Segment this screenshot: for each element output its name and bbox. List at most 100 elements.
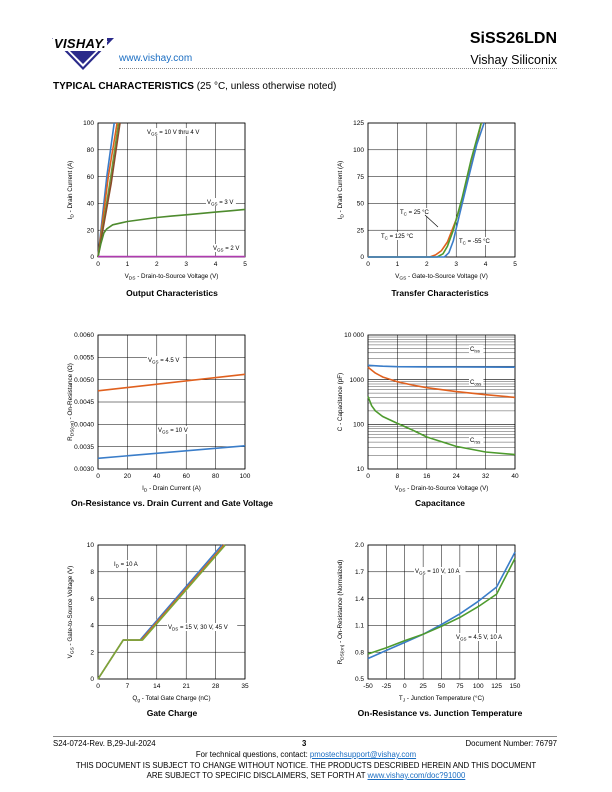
- y-tick-label: 0: [90, 676, 94, 683]
- x-tick-label: 0: [403, 683, 407, 690]
- y-tick-label: 25: [357, 227, 365, 234]
- y-tick-label: 0: [360, 254, 364, 261]
- annotation-bg: [212, 244, 242, 252]
- y-axis-label: RDS(on) - On-Resistance (Normalized): [337, 560, 346, 665]
- tech-contact: For technical questions, contact: pmoste…: [0, 750, 612, 759]
- y-tick-label: 10: [87, 542, 95, 549]
- grid: [97, 122, 246, 258]
- x-tick-label: 20: [124, 473, 132, 480]
- annotation: VGS = 4.5 V: [148, 358, 179, 365]
- x-axis-label: TJ - Junction Temperature (°C): [399, 694, 484, 704]
- annotation: TC = -55 °C: [459, 239, 490, 246]
- disclaimer-text: ARE SUBJECT TO SPECIFIC DISCLAIMERS, SET…: [146, 771, 366, 780]
- section-note: (25 °C, unless otherwise noted): [196, 81, 337, 92]
- x-tick-label: 2: [425, 261, 429, 268]
- capacitance-chart: 0 8 16 24 32 40 10 100 1000 10 000 VDS - Drain-to-…: [337, 332, 519, 494]
- y-tick-label: 10: [357, 466, 365, 473]
- x-tick-label: -50: [363, 683, 373, 690]
- plot-frame: [97, 334, 246, 470]
- annotation: VGS = 3 V: [207, 200, 233, 207]
- annotation-bg: [146, 128, 207, 136]
- x-tick-label: 60: [183, 473, 191, 480]
- disclaimer-link[interactable]: www.vishay.com/doc?91000: [367, 771, 466, 780]
- section-title: TYPICAL CHARACTERISTICS (25 °C, unless o…: [53, 81, 336, 92]
- y-tick-label: 0: [90, 254, 94, 261]
- x-tick-label: 2: [155, 261, 159, 268]
- x-tick-label: 4: [484, 261, 488, 268]
- y-tick-label: 2: [90, 649, 94, 656]
- x-tick-label: 3: [454, 261, 458, 268]
- x-tick-label: 125: [491, 683, 502, 690]
- chart-caption: On-Resistance vs. Drain Current and Gate…: [70, 498, 273, 508]
- series-line: [367, 558, 516, 655]
- annotation: VGS = 10 V, 10 A: [415, 569, 460, 576]
- x-tick-label: 0: [96, 683, 100, 690]
- x-axis-label: VDS - Drain-to-Source Voltage (V): [125, 273, 219, 282]
- y-tick-label: 80: [87, 147, 95, 154]
- support-email-link[interactable]: pmostechsupport@vishay.com: [309, 750, 417, 759]
- annotation: VGS = 10 V: [158, 428, 188, 435]
- x-tick-label: 1: [396, 261, 400, 268]
- x-tick-label: 3: [184, 261, 188, 268]
- series-line: [367, 366, 516, 399]
- y-tick-label: 0.5: [355, 676, 364, 683]
- logo-text: VISHAY.: [53, 36, 107, 51]
- y-tick-label: 20: [87, 227, 95, 234]
- x-tick-label: 24: [453, 473, 461, 480]
- annotation-bg: [157, 426, 190, 434]
- annotation-bg: [113, 560, 143, 568]
- plot-frame: [367, 544, 516, 680]
- y-tick-label: 100: [353, 422, 364, 429]
- series-line: [97, 445, 246, 460]
- y-tick-label: 1000: [350, 377, 365, 384]
- annotation: VGS = 2 V: [213, 246, 239, 253]
- y-tick-label: 0.0040: [74, 422, 94, 429]
- x-tick-label: 28: [212, 683, 220, 690]
- part-number: SiSS26LDN: [469, 30, 557, 47]
- x-tick-label: 40: [511, 473, 519, 480]
- grid: [367, 544, 516, 680]
- y-tick-label: 2.0: [355, 542, 364, 549]
- x-tick-label: 25: [420, 683, 428, 690]
- series-line: [367, 396, 516, 456]
- annotation: ID = 10 A: [114, 562, 138, 569]
- y-tick-label: 0.0030: [74, 466, 94, 473]
- y-axis-label: VGS - Gate-to-Source Voltage (V): [67, 566, 76, 659]
- header-divider: [119, 68, 557, 69]
- series-line: [97, 122, 118, 258]
- gate-charge-chart: 0 7 14 21 28 35 0 2 4 6 8 10 Qg - Total Gate Charge …: [67, 542, 249, 703]
- x-tick-label: 5: [243, 261, 247, 268]
- grid: [97, 334, 246, 470]
- y-tick-label: 125: [353, 120, 364, 127]
- disclaimer-line-1: THIS DOCUMENT IS SUBJECT TO CHANGE WITHO…: [75, 761, 537, 770]
- annotation: TC = 125 °C: [381, 234, 414, 241]
- y-tick-label: 0.0050: [74, 377, 94, 384]
- y-tick-label: 0.8: [355, 649, 364, 656]
- series-line: [97, 373, 246, 392]
- y-axis-label: C - Capacitance (pF): [337, 373, 344, 431]
- y-tick-label: 40: [87, 201, 95, 208]
- annotation-bg: [469, 436, 484, 444]
- x-tick-label: 50: [438, 683, 446, 690]
- y-tick-label: 6: [90, 596, 94, 603]
- y-tick-label: 10 000: [344, 332, 364, 339]
- annotation-bg: [399, 208, 432, 216]
- page-number: 3: [302, 739, 307, 748]
- annotation-bg: [455, 633, 510, 641]
- x-tick-label: 16: [423, 473, 431, 480]
- x-tick-label: -25: [382, 683, 392, 690]
- annotation: Crss: [470, 438, 481, 445]
- plot-frame: [367, 334, 516, 470]
- x-tick-label: 0: [96, 473, 100, 480]
- y-tick-label: 0.0045: [74, 399, 94, 406]
- series-line: [97, 122, 121, 258]
- x-tick-label: 35: [241, 683, 249, 690]
- annotation: Coss: [470, 380, 482, 387]
- chart-caption: Capacitance: [414, 498, 466, 508]
- website-link[interactable]: www.vishay.com: [119, 53, 193, 64]
- x-axis-label: VDS - Drain-to-Source Voltage (V): [395, 485, 489, 494]
- chart-caption: Gate Charge: [146, 708, 198, 718]
- annotation-bg: [414, 567, 466, 575]
- x-tick-label: 80: [212, 473, 220, 480]
